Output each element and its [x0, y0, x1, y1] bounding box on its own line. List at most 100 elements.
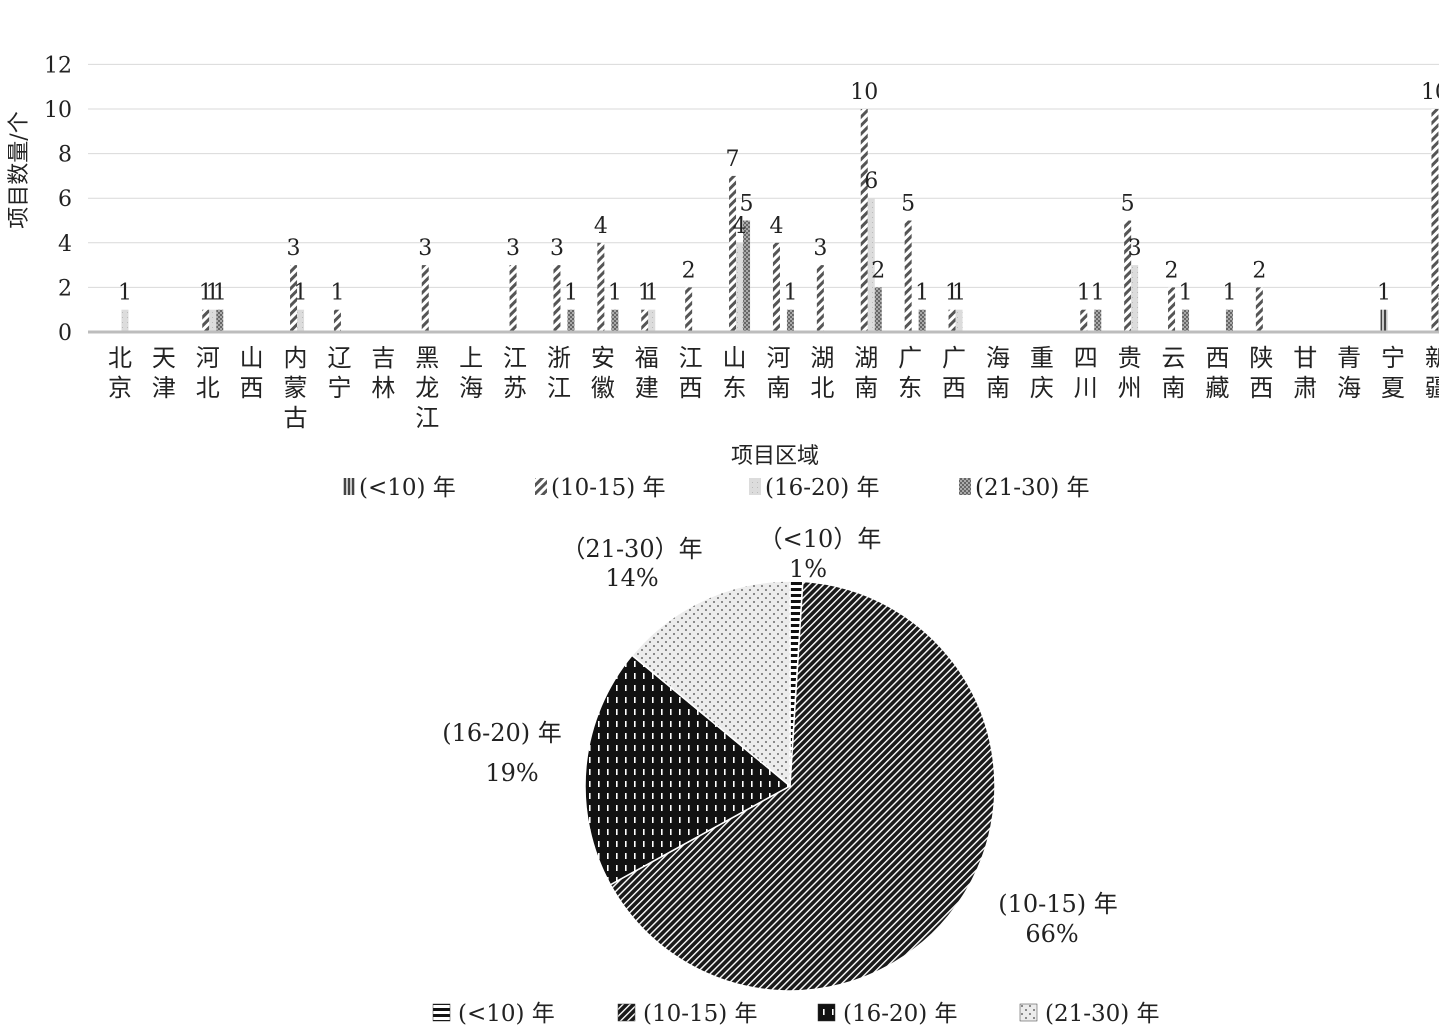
bar-贵州-s2	[1131, 265, 1139, 332]
x-tick-宁夏-1: 夏	[1381, 374, 1405, 402]
x-tick-上海-0: 上	[459, 344, 483, 372]
x-tick-湖北-1: 北	[810, 374, 834, 402]
x-tick-贵州-0: 贵	[1118, 344, 1142, 372]
bar-label-山东-s1: 7	[726, 147, 740, 172]
pie-slice-1	[609, 580, 996, 992]
x-tick-重庆-1: 庆	[1030, 374, 1054, 402]
x-tick-宁夏-0: 宁	[1381, 344, 1405, 372]
bar-内蒙古-s2	[297, 309, 305, 332]
bar-河北-s3	[216, 309, 224, 332]
x-tick-上海-1: 海	[459, 374, 483, 402]
bar-label-广西-s2: 1	[952, 281, 966, 306]
bar-山东-s3	[743, 220, 751, 332]
bar-label-四川-s3: 1	[1091, 281, 1105, 306]
bar-四川-s3	[1094, 309, 1102, 332]
x-tick-海南-1: 南	[986, 374, 1010, 402]
bar-黑龙江-s1	[421, 265, 429, 332]
y-tick-2: 2	[58, 276, 72, 301]
bar-label-内蒙古-s1: 3	[287, 236, 301, 261]
bar-label-新疆-s1: 10	[1421, 80, 1439, 105]
x-tick-甘肃-1: 肃	[1293, 374, 1317, 402]
x-tick-河南-1: 南	[766, 374, 790, 402]
bar-label-广东-s3: 1	[915, 281, 929, 306]
pie-percent-lt10: 1%	[789, 555, 827, 583]
bars	[121, 109, 1439, 332]
bar-label-河北-s2: 1	[206, 281, 220, 306]
pie-legend: (<10) 年 (10-15) 年 (16-20) 年 (21-30) 年	[432, 1001, 1160, 1027]
x-tick-四川-1: 川	[1074, 374, 1098, 402]
pie-legend-label-3: (21-30) 年	[1045, 1001, 1160, 1027]
x-tick-福建-0: 福	[635, 344, 659, 372]
x-tick-北京-1: 京	[108, 374, 132, 402]
bar-label-四川-s1: 1	[1077, 281, 1091, 306]
y-tick-8: 8	[58, 143, 72, 168]
x-tick-labels: 北京天津河北山西内蒙古辽宁吉林黑龙江上海江苏浙江安徽福建江西山东河南湖北湖南广东…	[108, 344, 1439, 432]
bar-内蒙古-s1	[290, 265, 298, 332]
bar-label-福建-s2: 1	[645, 281, 659, 306]
bar-浙江-s1	[553, 265, 561, 332]
x-tick-吉林-1: 林	[371, 374, 395, 402]
bar-label-新疆-s2: 1	[1435, 281, 1439, 306]
x-tick-辽宁-0: 辽	[327, 344, 351, 372]
x-tick-江西-1: 西	[679, 374, 703, 402]
x-tick-江苏-1: 苏	[503, 374, 527, 402]
x-tick-云南-0: 云	[1162, 344, 1186, 372]
bar-label-湖南-s1: 10	[850, 80, 878, 105]
y-axis-label: 项目数量/个	[7, 111, 32, 228]
bar-label-辽宁-s1: 1	[330, 281, 344, 306]
x-tick-甘肃-0: 甘	[1293, 344, 1317, 372]
x-tick-湖南-1: 南	[854, 374, 878, 402]
pie-label-10-15: (10-15) 年	[998, 890, 1118, 918]
x-tick-西藏-1: 藏	[1205, 374, 1229, 402]
x-tick-天津-0: 天	[152, 344, 176, 372]
pie-label-lt10: （<10）年	[759, 525, 882, 553]
bar-湖南-s1	[860, 109, 868, 332]
bar-广西-s1	[948, 309, 956, 332]
x-tick-陕西-1: 西	[1249, 374, 1273, 402]
bar-安徽-s3	[611, 309, 619, 332]
bar-云南-s1	[1168, 287, 1176, 332]
bar-legend-swatch-2	[749, 478, 761, 495]
bar-label-湖北-s1: 3	[813, 236, 827, 261]
pie-legend-swatch-3	[1019, 1003, 1038, 1022]
x-tick-辽宁-1: 宁	[327, 374, 351, 402]
bar-label-内蒙古-s2: 1	[294, 281, 308, 306]
bar-河南-s3	[786, 309, 794, 332]
bar-贵州-s1	[1124, 220, 1132, 332]
bar-label-广东-s1: 5	[901, 192, 915, 217]
y-tick-10: 10	[44, 98, 72, 123]
bar-安徽-s1	[597, 242, 605, 332]
bar-广东-s1	[904, 220, 912, 332]
bar-label-贵州-s1: 5	[1121, 192, 1135, 217]
bar-浙江-s3	[567, 309, 575, 332]
bar-legend-swatch-1	[535, 478, 547, 495]
bar-legend: (<10) 年 (10-15) 年 (16-20) 年 (21-30) 年	[343, 475, 1090, 501]
bar-湖南-s3	[874, 287, 882, 332]
pie-slice-2	[584, 654, 792, 886]
bar-legend-swatch-3	[959, 478, 971, 495]
x-tick-广西-0: 广	[942, 344, 966, 372]
pie-legend-label-1: (10-15) 年	[643, 1001, 758, 1027]
x-tick-浙江-0: 浙	[547, 344, 571, 372]
bar-label-陕西-s1: 2	[1252, 258, 1266, 283]
bar-label-湖南-s3: 2	[871, 258, 885, 283]
y-tick-labels: 0 2 4 6 8 10 12	[44, 53, 72, 346]
x-tick-江西-0: 江	[679, 344, 703, 372]
bar-河南-s1	[772, 242, 780, 332]
bar-label-江苏-s1: 3	[506, 236, 520, 261]
bar-legend-label-3: (21-30) 年	[975, 475, 1090, 501]
x-tick-黑龙江-0: 黑	[415, 344, 439, 372]
x-tick-新疆-1: 疆	[1425, 374, 1439, 402]
bar-label-福建-s1: 1	[638, 281, 652, 306]
bar-label-浙江-s1: 3	[550, 236, 564, 261]
y-tick-12: 12	[44, 53, 72, 78]
pie-chart: （<10）年 1% (10-15) 年 66% (16-20) 年 19% （2…	[432, 525, 1160, 1027]
bar-label-河北-s1: 1	[199, 281, 213, 306]
bar-label-北京-s2: 1	[118, 281, 132, 306]
x-tick-海南-0: 海	[986, 344, 1010, 372]
x-tick-西藏-0: 西	[1205, 344, 1229, 372]
x-tick-河北-1: 北	[196, 374, 220, 402]
x-tick-内蒙古-1: 蒙	[284, 374, 308, 402]
x-tick-山西-1: 西	[240, 374, 264, 402]
